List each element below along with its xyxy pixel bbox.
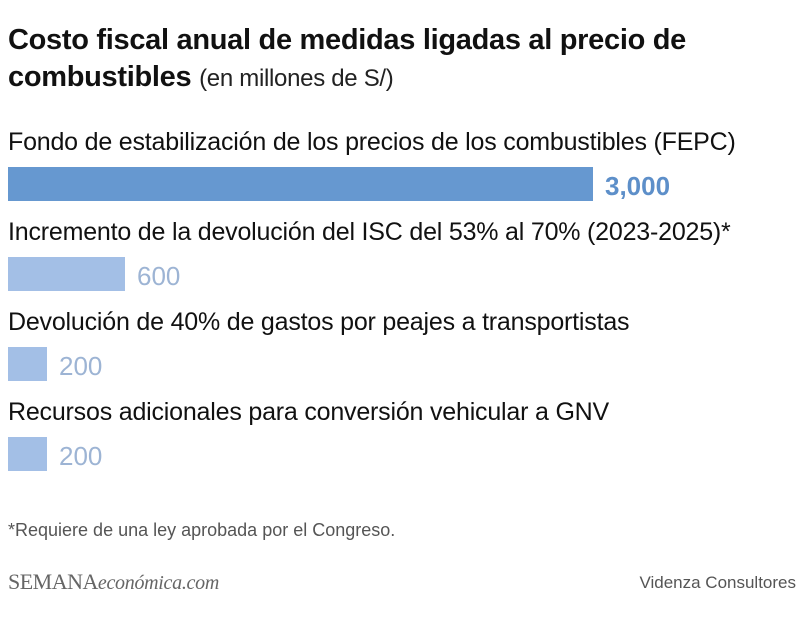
bar <box>8 437 47 471</box>
chart-title: Costo fiscal anual de medidas ligadas al… <box>8 22 788 97</box>
bar-row: Recursos adicionales para conversión veh… <box>8 397 798 471</box>
bar-track: 600 <box>8 257 798 291</box>
data-label: 3,000 <box>605 171 671 201</box>
bar-track: 200 <box>8 347 798 381</box>
publisher-logo: SEMANAeconómica.com <box>8 569 219 595</box>
data-label: 600 <box>137 261 181 291</box>
source-credit: Videnza Consultores <box>639 573 796 592</box>
footnote: *Requiere de una ley aprobada por el Con… <box>8 520 396 540</box>
bar <box>8 167 593 201</box>
bar-row: Devolución de 40% de gastos por peajes a… <box>8 307 798 381</box>
bar-row: Incremento de la devolución del ISC del … <box>8 217 798 291</box>
bar <box>8 347 47 381</box>
data-label: 200 <box>59 351 103 381</box>
chart-title-main: Costo fiscal anual de medidas ligadas al… <box>8 24 686 93</box>
logo-text-semana: SEMANA <box>8 569 98 594</box>
category-label: Fondo de estabilización de los precios d… <box>8 128 736 156</box>
bar-track: 3,000 <box>8 167 798 201</box>
data-label: 200 <box>59 441 103 471</box>
chart-subtitle: (en millones de S/) <box>199 65 394 92</box>
category-label: Incremento de la devolución del ISC del … <box>8 218 731 246</box>
bar-track: 200 <box>8 437 798 471</box>
category-label: Recursos adicionales para conversión veh… <box>8 398 610 426</box>
category-label: Devolución de 40% de gastos por peajes a… <box>8 308 630 336</box>
bar <box>8 257 125 291</box>
logo-text-economica: económica.com <box>97 572 219 594</box>
bar-row: Fondo de estabilización de los precios d… <box>8 127 798 201</box>
